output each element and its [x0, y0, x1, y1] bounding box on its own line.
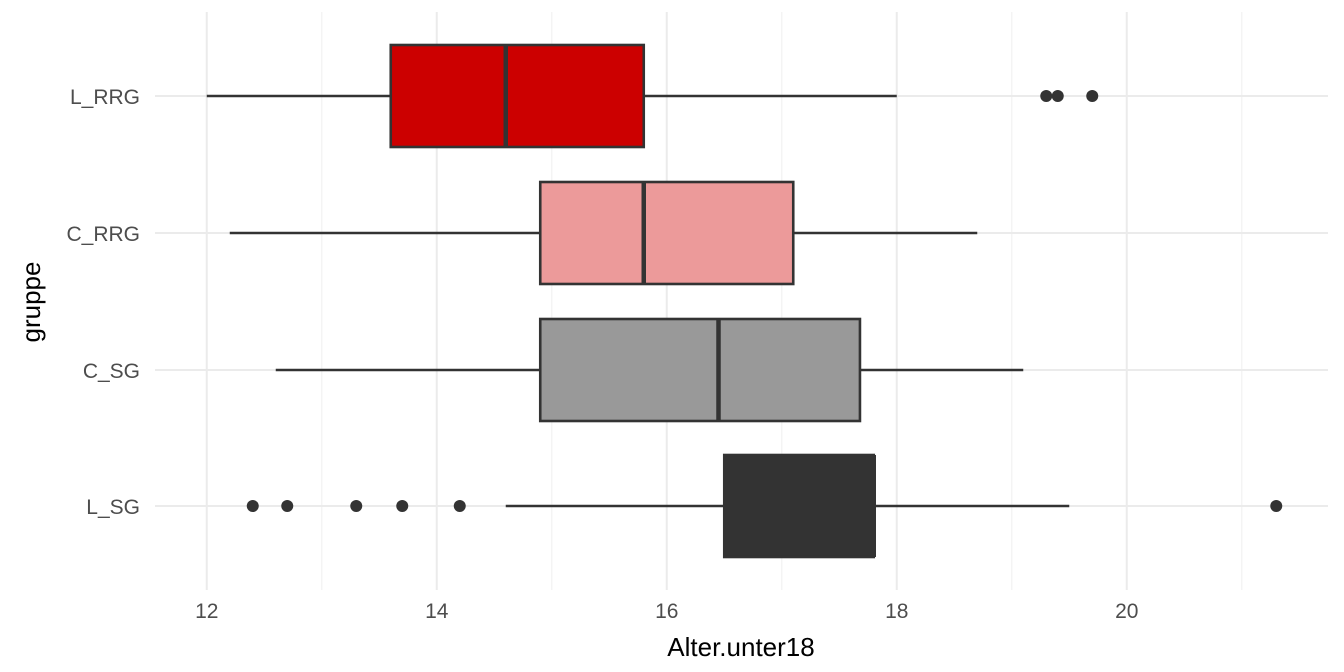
x-tick-label: 12 — [195, 600, 218, 623]
box-l-rrg — [206, 43, 1099, 149]
outlier-point — [1051, 90, 1064, 102]
y-tick-label: L_SG — [86, 496, 140, 519]
outlier-point — [246, 500, 259, 512]
y-axis-title: gruppe — [16, 262, 46, 343]
outlier-point — [281, 500, 294, 512]
y-tick-label: C_RRG — [66, 223, 140, 246]
box-body — [389, 43, 646, 149]
box-body — [538, 317, 862, 423]
x-tick-label: 16 — [655, 600, 678, 623]
outlier-point — [1040, 90, 1053, 102]
y-tick-label: L_RRG — [70, 86, 140, 109]
box-c-rrg — [229, 180, 978, 286]
box-c-sg — [275, 317, 1024, 423]
box-body — [538, 180, 795, 286]
x-tick-label: 14 — [425, 600, 449, 623]
x-tick-label: 20 — [1115, 600, 1138, 623]
outlier-point — [1086, 90, 1099, 102]
x-axis-title: Alter.unter18 — [667, 632, 814, 662]
boxes-layer — [206, 43, 1283, 559]
outlier-point — [1270, 500, 1283, 512]
outlier-point — [350, 500, 363, 512]
labels-layer: 12 14 16 18 20 L_RRG C_RRG C_SG L_SG — [66, 86, 1138, 623]
box-l-sg — [246, 453, 1283, 559]
outlier-point — [453, 500, 466, 512]
y-tick-label: C_SG — [83, 360, 140, 383]
box-body — [722, 453, 876, 559]
outlier-point — [396, 500, 409, 512]
x-tick-label: 18 — [885, 600, 908, 623]
